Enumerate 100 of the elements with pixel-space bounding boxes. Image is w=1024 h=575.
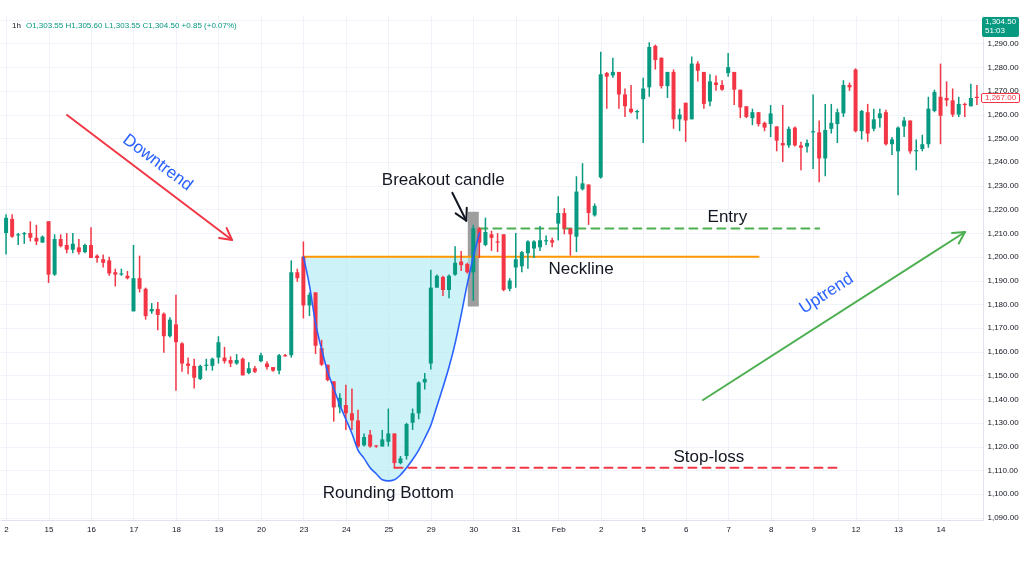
candlestick (343, 384, 348, 431)
candlestick (161, 311, 166, 354)
y-tick-label: 1,240.00 (987, 157, 1020, 167)
candlestick (137, 254, 142, 294)
y-tick-label: 1,130.00 (987, 418, 1020, 428)
candlestick (4, 213, 9, 256)
candlestick (538, 225, 543, 252)
candlestick (877, 107, 882, 129)
candlestick (805, 138, 810, 154)
candlestick (386, 407, 391, 448)
x-tick-label: 18 (172, 524, 182, 534)
x-tick-label: 23 (299, 524, 309, 534)
text: 1h (12, 21, 21, 30)
x-tick-label: 12 (851, 524, 862, 534)
candlestick (192, 358, 197, 390)
y-tick-label: 1,280.00 (987, 62, 1020, 72)
candlestick (950, 87, 955, 118)
y-tick-label: 1,220.00 (987, 204, 1020, 214)
candlestick (859, 109, 864, 141)
y-tick-label: 1,090.00 (987, 513, 1020, 523)
x-tick-label: 20 (256, 524, 267, 534)
candlestick (64, 232, 69, 255)
candlestick (616, 71, 621, 110)
candlestick (489, 230, 494, 252)
candlestick (829, 103, 834, 135)
x-tick-label: 13 (894, 524, 904, 534)
y-tick-label: 1,210.00 (987, 228, 1020, 238)
candlestick (726, 52, 731, 78)
x-tick-label: 25 (384, 524, 394, 534)
candlestick (732, 71, 737, 106)
candlestick (653, 43, 658, 71)
candlestick (525, 239, 530, 270)
y-tick-label: 1,200.00 (987, 252, 1020, 262)
candlestick (89, 226, 94, 259)
x-tick-label: 6 (683, 524, 689, 534)
text: Breakout candle (381, 169, 505, 189)
y-tick-label: 1,190.00 (987, 276, 1020, 286)
candlestick (932, 88, 937, 113)
x-tick-label: 24 (341, 524, 352, 534)
x-tick-label: 2 (599, 524, 604, 534)
candlestick (483, 216, 488, 247)
y-tick-label: 1,150.00 (987, 370, 1020, 380)
candlestick (107, 256, 112, 277)
y-tick-label: 1,110.00 (987, 465, 1019, 475)
candlestick (792, 125, 797, 148)
candlestick (865, 103, 870, 143)
candlestick (562, 207, 567, 236)
candlestick (683, 101, 688, 143)
candlestick (28, 220, 33, 243)
y-tick-label: 1,230.00 (987, 181, 1020, 191)
candlestick (665, 71, 670, 99)
candlestick (798, 141, 803, 172)
series-label: Stop-loss (673, 446, 745, 466)
candlestick (453, 245, 458, 277)
candlestick (568, 227, 573, 257)
candlestick (786, 125, 791, 149)
candlestick (707, 73, 712, 108)
candlestick (513, 232, 518, 289)
series-label: Entry (707, 207, 748, 227)
candlestick (938, 62, 943, 145)
x-tick-label: 15 (44, 524, 55, 534)
candlestick (519, 250, 524, 273)
candlestick (70, 232, 75, 255)
y-tick-label: 1,250.00 (987, 133, 1020, 143)
candlestick (155, 301, 160, 332)
candlestick (889, 136, 894, 156)
y-tick-label: 1,100.00 (987, 489, 1020, 499)
x-tick-label: 19 (214, 524, 224, 534)
x-tick-label: 31 (511, 524, 522, 534)
candlestick (738, 88, 743, 119)
candlestick (835, 107, 840, 144)
candlestick (10, 213, 15, 239)
y-tick-label: 1,260.00 (987, 110, 1020, 120)
x-tick-label: 30 (469, 524, 479, 534)
candlestick (695, 60, 700, 83)
x-tick-label: Feb (551, 524, 567, 534)
candlestick (180, 341, 185, 373)
x-tick-label: 7 (726, 524, 732, 534)
candlestick (173, 294, 178, 392)
candlestick (622, 87, 627, 118)
candlestick (768, 104, 773, 138)
candlestick (410, 407, 415, 431)
text: 51:03 (985, 25, 1007, 36)
x-tick-label: 17 (129, 524, 139, 534)
series-label: Rounding Bottom (322, 482, 455, 502)
candlestick (277, 353, 282, 375)
candlestick (495, 232, 500, 253)
x-tick-label: 16 (87, 524, 97, 534)
y-tick-label: 1,180.00 (987, 299, 1020, 309)
candlestick (774, 125, 779, 153)
candlestick (956, 96, 961, 118)
candlestick (556, 195, 561, 241)
text: O1,303.55 H1,305.60 L1,303.55 C1,304.50 +0.85 (+0.07%) (25, 21, 237, 30)
series-label: Neckline (548, 258, 614, 278)
y-tick-label: 1,290.00 (987, 38, 1020, 48)
y-tick-label: 1,120.00 (987, 442, 1020, 451)
candlestick (216, 335, 221, 365)
candlestick (440, 275, 445, 297)
candlestick (871, 107, 876, 132)
y-tick-label: 1,140.00 (987, 394, 1020, 404)
